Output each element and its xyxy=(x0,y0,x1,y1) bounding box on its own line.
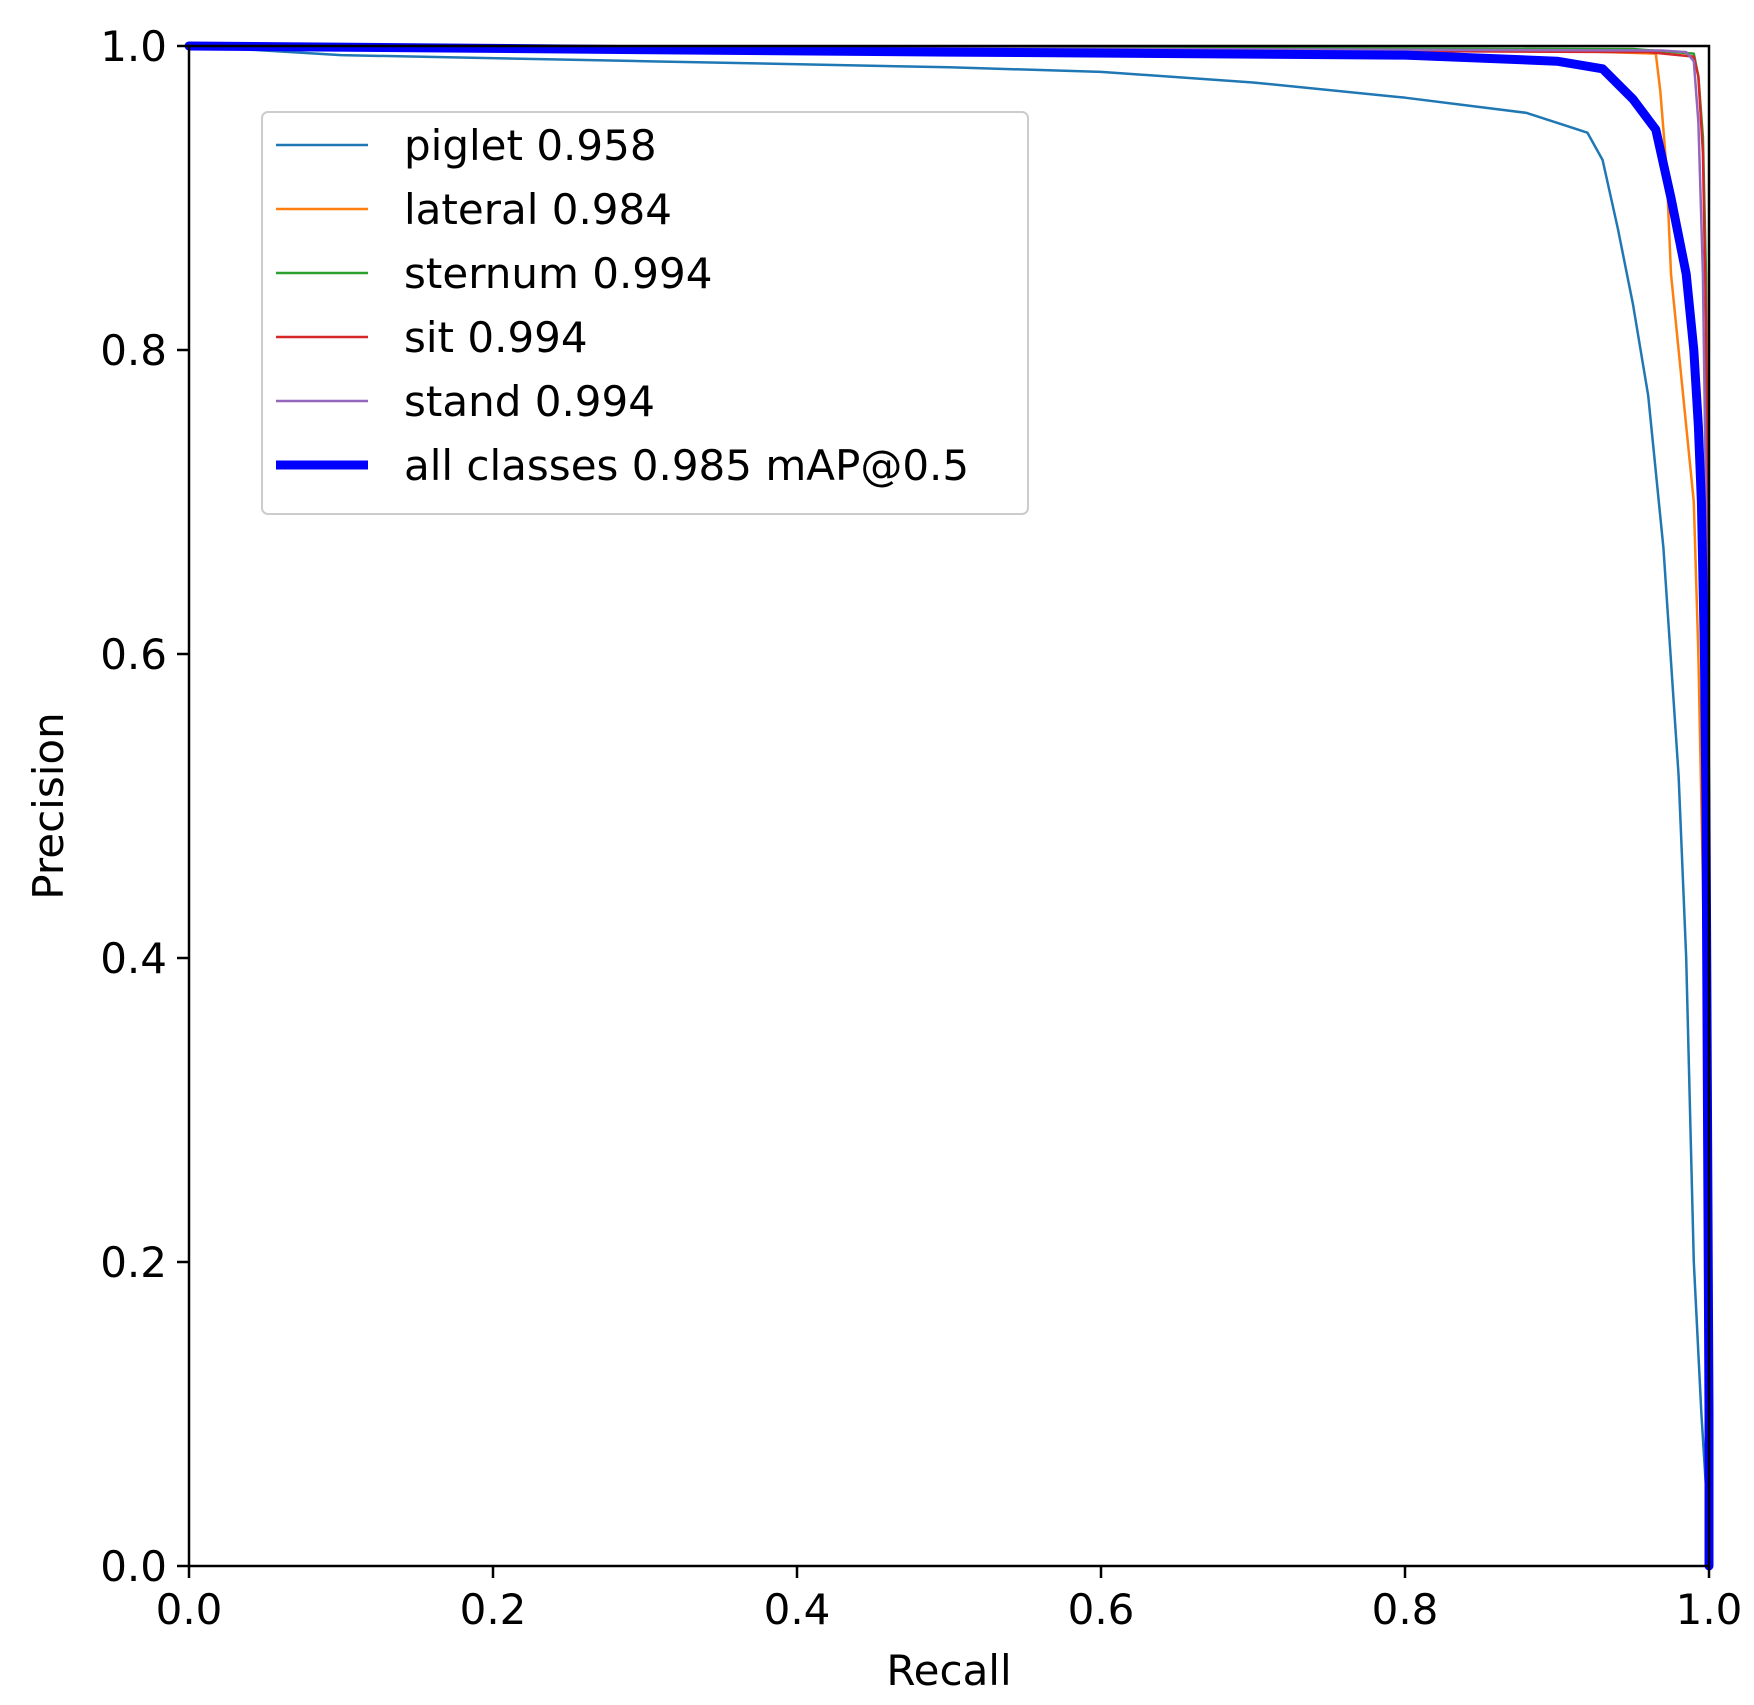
legend-items: piglet 0.958 lateral 0.984 sternum 0.994 si… xyxy=(276,121,969,490)
x-tick-label: 0.2 xyxy=(460,1585,527,1634)
x-tick-label: 0.8 xyxy=(1372,1585,1439,1634)
x-tick-label: 0.0 xyxy=(156,1585,223,1634)
series-line-5 xyxy=(184,41,1714,1571)
y-tick-label: 0.4 xyxy=(100,934,167,983)
legend-label-0: piglet 0.958 xyxy=(404,121,657,170)
y-tick-label: 1.0 xyxy=(100,22,167,71)
y-tick-label: 0.0 xyxy=(100,1542,167,1591)
x-tick-label: 0.6 xyxy=(1068,1585,1135,1634)
y-tick-label: 0.6 xyxy=(100,630,167,679)
plot-frame xyxy=(187,44,1711,1568)
legend-label-3: sit 0.994 xyxy=(404,313,588,362)
legend-label-1: lateral 0.984 xyxy=(404,185,672,234)
y-tick-label: 0.8 xyxy=(100,326,167,375)
y-tick-label: 0.2 xyxy=(100,1238,167,1287)
x-axis-label: Recall xyxy=(886,1646,1011,1695)
legend-label-4: stand 0.994 xyxy=(404,377,655,426)
legend-label-5: all classes 0.985 mAP@0.5 xyxy=(404,441,969,490)
legend-box xyxy=(261,111,1029,515)
series-layer xyxy=(184,41,1714,1571)
ticks-layer: 0.0 0.2 0.4 0.6 0.8 1.0 0.0 0.2 0.4 0.6 0.8 1.0 xyxy=(100,22,1742,1634)
legend: piglet 0.958 lateral 0.984 sternum 0.994 si… xyxy=(261,111,1029,515)
x-tick-label: 0.4 xyxy=(764,1585,831,1634)
series-line-0 xyxy=(187,44,1711,1568)
legend-label-2: sternum 0.994 xyxy=(404,249,712,298)
y-axis-label: Precision xyxy=(24,712,73,899)
x-tick-label: 1.0 xyxy=(1676,1585,1743,1634)
